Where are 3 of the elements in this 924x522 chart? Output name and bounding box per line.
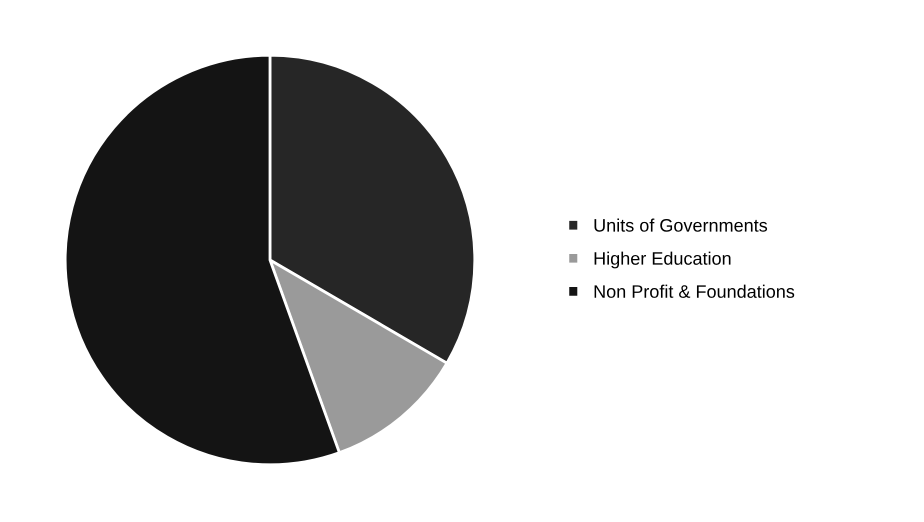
- legend-label: Non Profit & Foundations: [594, 284, 794, 298]
- legend-label: Units of Governments: [594, 218, 768, 232]
- legend-label: Higher Education: [594, 252, 730, 268]
